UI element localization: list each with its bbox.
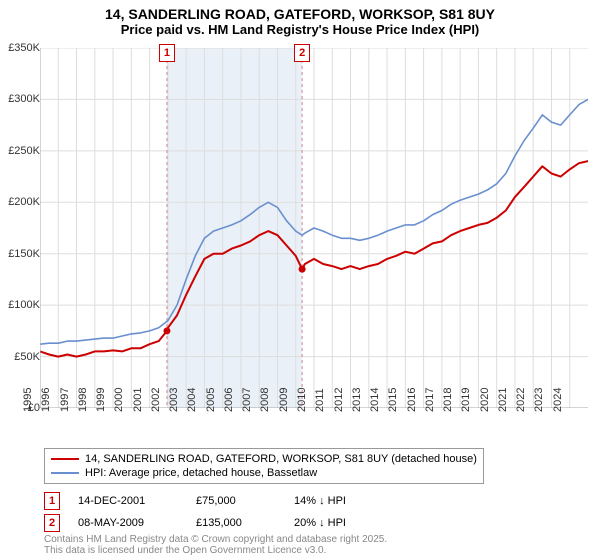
x-tick-label: 2024 (552, 388, 564, 412)
x-tick-label: 2021 (497, 388, 509, 412)
x-tick-label: 2012 (333, 388, 345, 412)
footnote-line2: This data is licensed under the Open Gov… (44, 545, 387, 556)
x-tick-label: 1999 (95, 388, 107, 412)
legend: 14, SANDERLING ROAD, GATEFORD, WORKSOP, … (44, 448, 484, 484)
y-tick-label: £300K (0, 93, 40, 105)
title-block: 14, SANDERLING ROAD, GATEFORD, WORKSOP, … (0, 0, 600, 37)
event-row-2: 2 08-MAY-2009 £135,000 20% ↓ HPI (44, 512, 384, 534)
legend-swatch-price-paid (51, 458, 79, 460)
x-tick-label: 2002 (150, 388, 162, 412)
footnote: Contains HM Land Registry data © Crown c… (44, 534, 387, 556)
x-tick-label: 1997 (59, 388, 71, 412)
title-address: 14, SANDERLING ROAD, GATEFORD, WORKSOP, … (0, 6, 600, 22)
y-tick-label: £200K (0, 196, 40, 208)
legend-row-hpi: HPI: Average price, detached house, Bass… (51, 466, 477, 480)
x-tick-label: 2015 (387, 388, 399, 412)
x-tick-label: 2023 (533, 388, 545, 412)
chart-container: 14, SANDERLING ROAD, GATEFORD, WORKSOP, … (0, 0, 600, 560)
event-hpi-2: 20% ↓ HPI (294, 517, 384, 529)
footnote-line1: Contains HM Land Registry data © Crown c… (44, 534, 387, 545)
x-tick-label: 2009 (278, 388, 290, 412)
x-tick-label: 2006 (223, 388, 235, 412)
x-tick-label: 2013 (351, 388, 363, 412)
x-tick-label: 2000 (113, 388, 125, 412)
y-tick-label: £150K (0, 248, 40, 260)
x-tick-label: 2005 (205, 388, 217, 412)
x-tick-label: 2016 (406, 388, 418, 412)
x-tick-label: 2018 (442, 388, 454, 412)
legend-row-price-paid: 14, SANDERLING ROAD, GATEFORD, WORKSOP, … (51, 452, 477, 466)
events-table: 1 14-DEC-2001 £75,000 14% ↓ HPI 2 08-MAY… (44, 490, 384, 534)
x-tick-label: 2008 (259, 388, 271, 412)
x-tick-label: 1995 (22, 388, 34, 412)
x-tick-label: 2007 (241, 388, 253, 412)
x-tick-label: 2003 (168, 388, 180, 412)
y-tick-label: £100K (0, 299, 40, 311)
y-tick-label: £0 (0, 402, 40, 414)
event-hpi-1: 14% ↓ HPI (294, 495, 384, 507)
x-tick-label: 2017 (424, 388, 436, 412)
plot-svg (40, 48, 588, 408)
legend-label-hpi: HPI: Average price, detached house, Bass… (85, 467, 317, 479)
event-date-1: 14-DEC-2001 (78, 495, 178, 507)
y-tick-label: £250K (0, 145, 40, 157)
chart-event-marker: 2 (294, 44, 310, 62)
title-subtitle: Price paid vs. HM Land Registry's House … (0, 22, 600, 37)
chart-event-marker: 1 (159, 44, 175, 62)
x-tick-label: 2019 (460, 388, 472, 412)
x-tick-label: 2001 (132, 388, 144, 412)
event-row-1: 1 14-DEC-2001 £75,000 14% ↓ HPI (44, 490, 384, 512)
event-date-2: 08-MAY-2009 (78, 517, 178, 529)
x-tick-label: 1998 (77, 388, 89, 412)
x-tick-label: 2020 (479, 388, 491, 412)
event-price-2: £135,000 (196, 517, 276, 529)
y-tick-label: £350K (0, 42, 40, 54)
event-marker-2: 2 (44, 514, 60, 532)
x-tick-label: 2010 (296, 388, 308, 412)
legend-label-price-paid: 14, SANDERLING ROAD, GATEFORD, WORKSOP, … (85, 453, 477, 465)
legend-swatch-hpi (51, 472, 79, 474)
x-tick-label: 2014 (369, 388, 381, 412)
x-tick-label: 2011 (314, 388, 326, 412)
y-tick-label: £50K (0, 351, 40, 363)
plot-area (40, 48, 588, 408)
event-price-1: £75,000 (196, 495, 276, 507)
x-tick-label: 1996 (40, 388, 52, 412)
event-marker-1: 1 (44, 492, 60, 510)
x-tick-label: 2022 (515, 388, 527, 412)
x-tick-label: 2004 (186, 388, 198, 412)
